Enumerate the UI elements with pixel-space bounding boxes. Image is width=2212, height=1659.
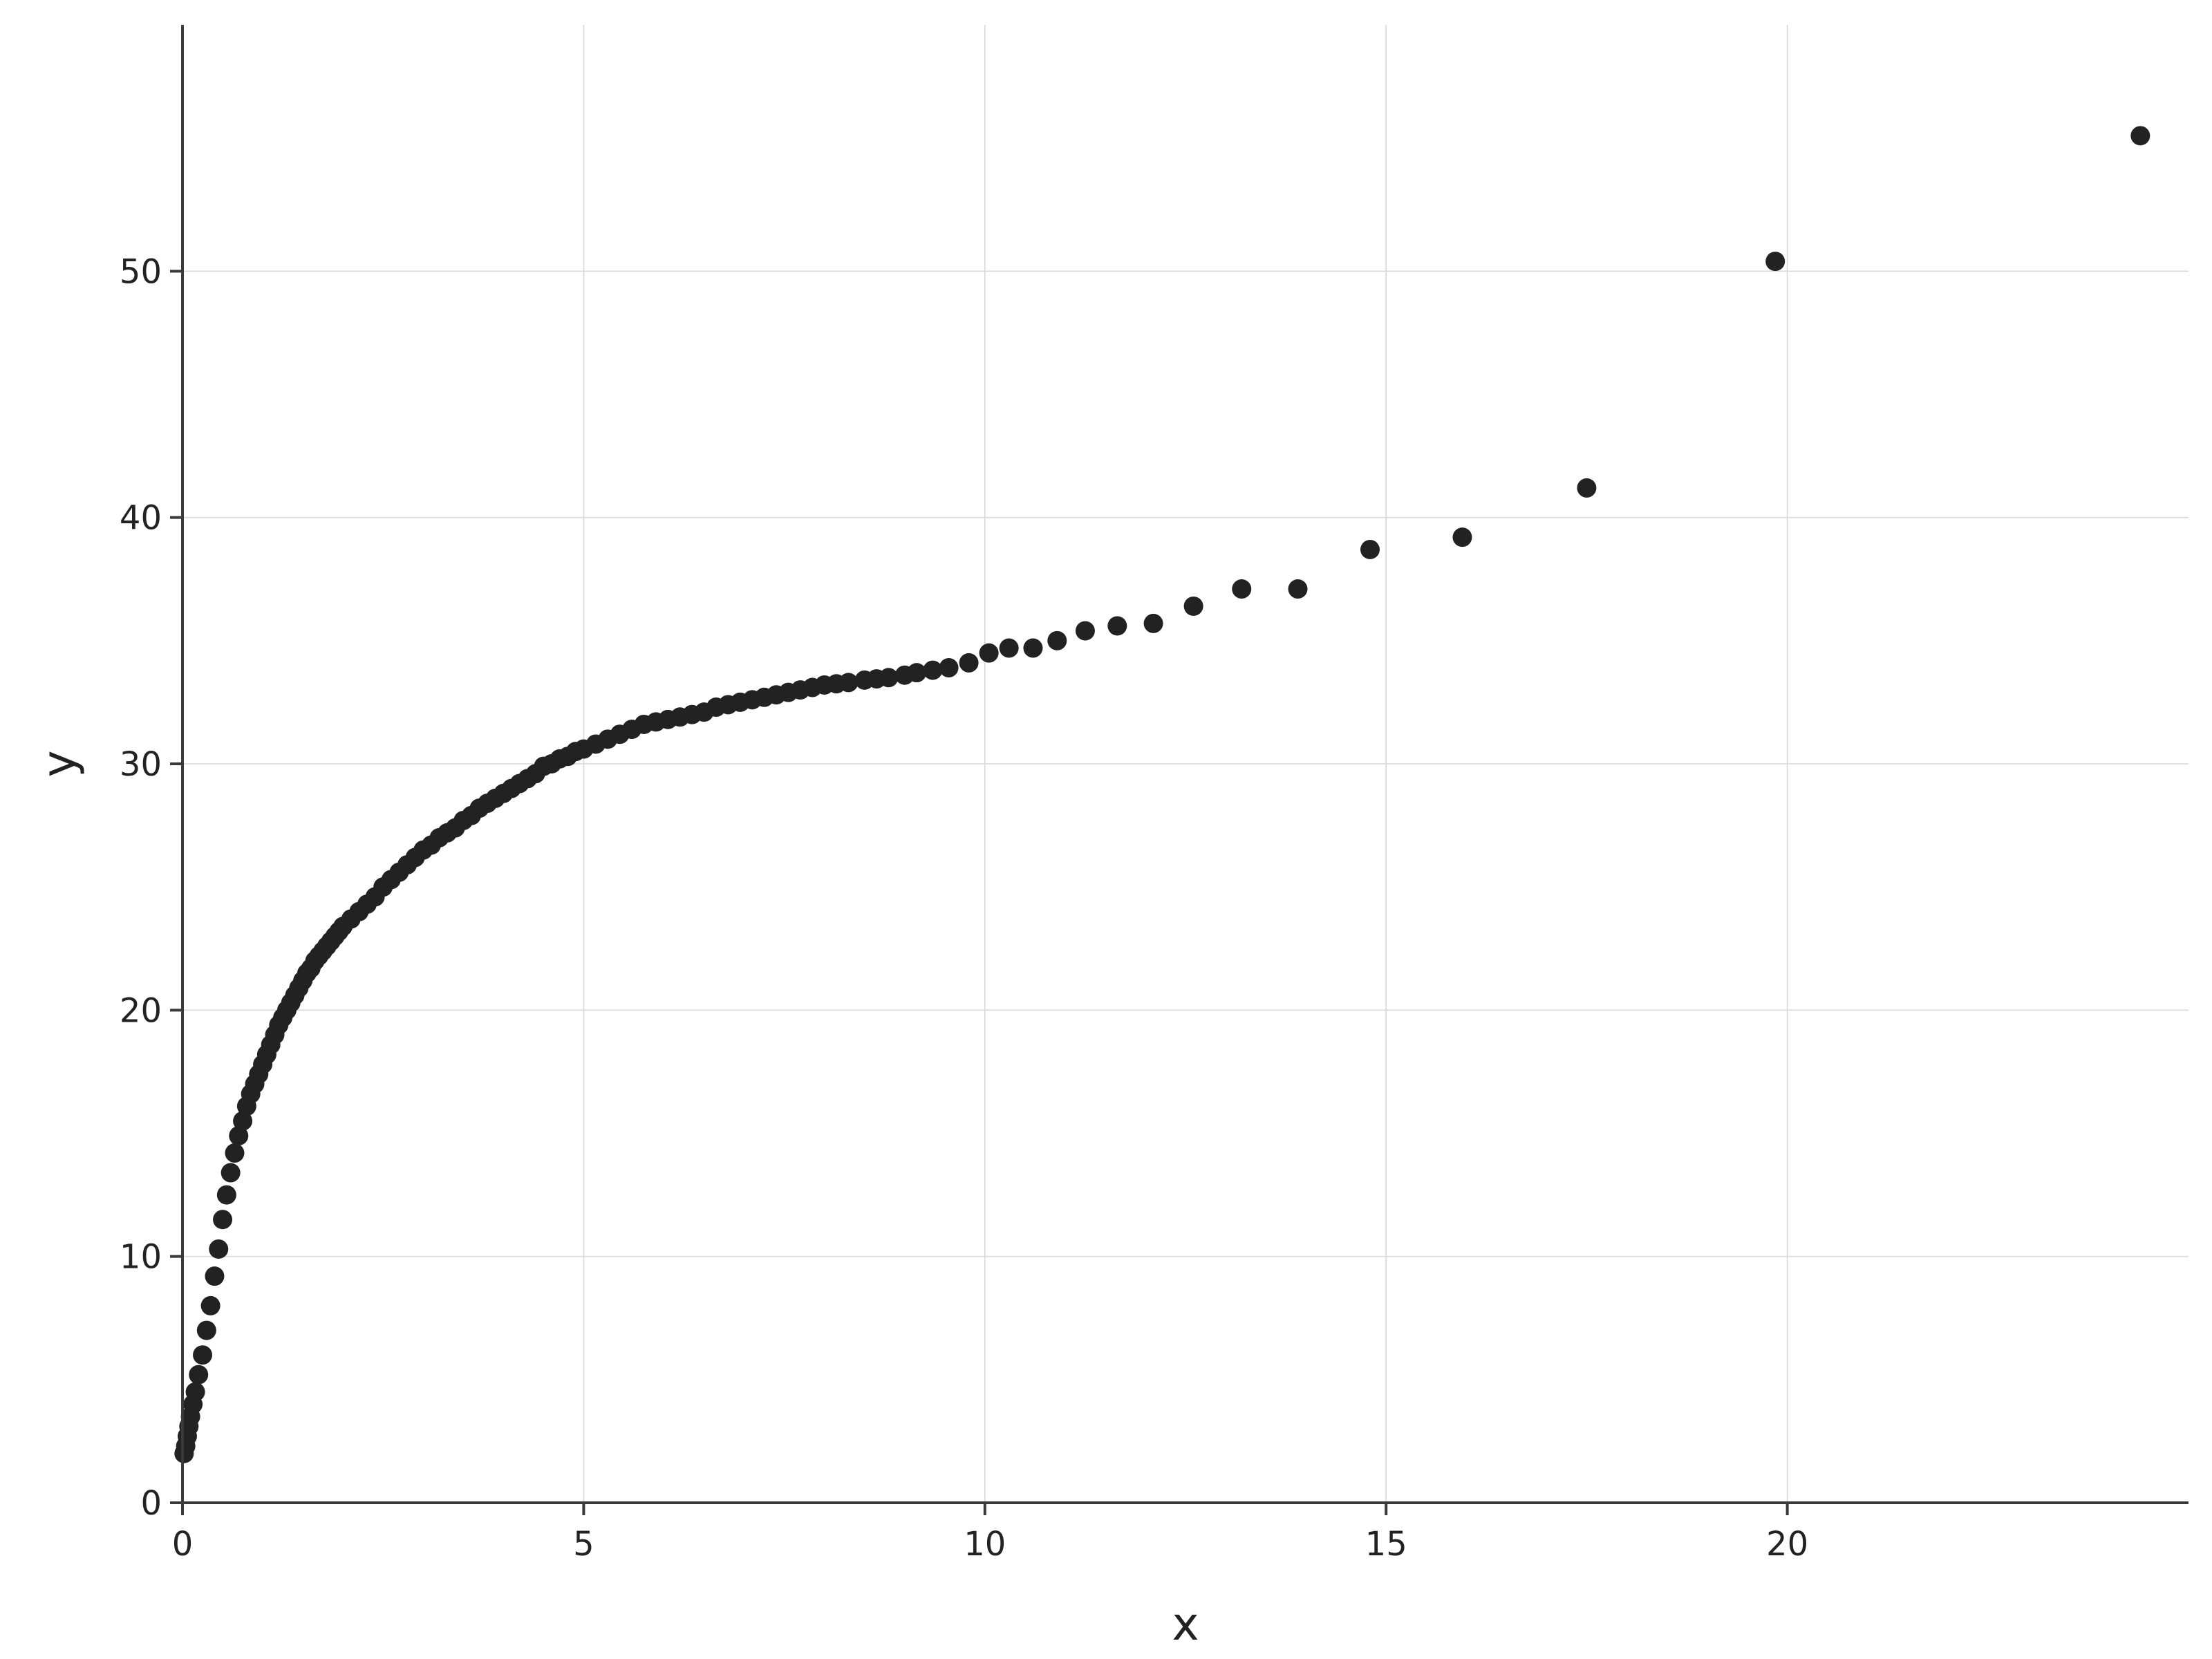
data-point [1452, 527, 1472, 547]
data-point [1765, 252, 1785, 272]
data-point [229, 1126, 249, 1146]
y-tick-label: 50 [120, 252, 162, 291]
data-point [196, 1320, 216, 1340]
data-point [1183, 596, 1203, 616]
x-axis-label: x [1172, 1597, 1199, 1651]
y-tick-label: 20 [120, 991, 162, 1030]
data-point [959, 653, 979, 673]
data-point [1143, 613, 1163, 633]
x-tick-label: 0 [172, 1525, 194, 1564]
data-point [1075, 621, 1095, 641]
data-point [200, 1295, 221, 1315]
data-point [1023, 638, 1043, 658]
data-point [225, 1143, 245, 1163]
y-tick-label: 40 [120, 499, 162, 538]
data-point [216, 1185, 236, 1205]
data-point [1577, 478, 1597, 498]
data-point [879, 668, 899, 688]
y-tick-label: 30 [120, 745, 162, 784]
data-point [193, 1345, 213, 1365]
data-point [233, 1111, 253, 1131]
data-point [907, 663, 927, 683]
data-point [999, 638, 1019, 658]
data-point [209, 1239, 229, 1259]
data-point [1107, 616, 1127, 636]
data-point [213, 1210, 233, 1230]
data-point [2130, 126, 2150, 146]
data-point [205, 1266, 225, 1286]
data-points [174, 126, 2150, 1463]
data-point [939, 658, 959, 678]
data-point [1360, 539, 1380, 559]
grid-lines [182, 25, 2188, 1503]
data-point [221, 1163, 241, 1183]
data-point [1288, 579, 1308, 599]
x-tick-label: 5 [573, 1525, 594, 1564]
tick-marks: 0 5 10 15 20 0 10 20 30 40 50 [120, 252, 1808, 1564]
data-point [923, 660, 943, 680]
data-point [185, 1382, 205, 1402]
data-point [1047, 630, 1067, 650]
y-tick-label: 10 [120, 1238, 162, 1277]
data-point [189, 1365, 209, 1385]
y-tick-label: 0 [140, 1484, 162, 1523]
y-axis-label: y [32, 750, 86, 777]
data-point [979, 643, 999, 663]
data-point [838, 673, 859, 693]
x-tick-label: 10 [964, 1525, 1006, 1564]
x-tick-label: 20 [1766, 1525, 1808, 1564]
data-point [1232, 579, 1252, 599]
x-tick-label: 15 [1365, 1525, 1407, 1564]
